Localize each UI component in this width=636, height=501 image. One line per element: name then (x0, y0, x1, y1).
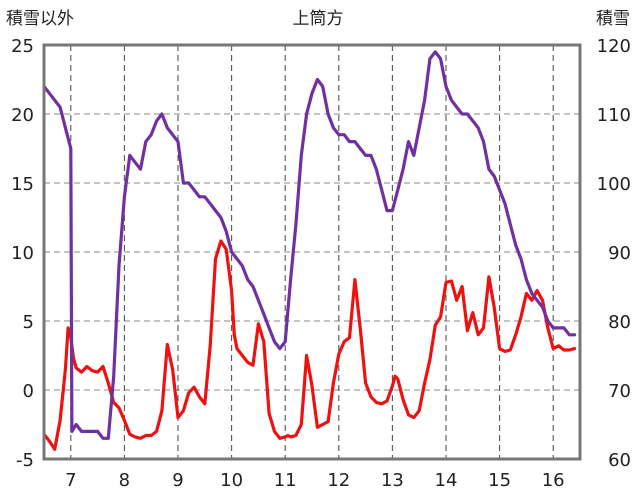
chart-title: 上筒方 (293, 9, 344, 29)
x-tick-label: 8 (119, 470, 130, 491)
right-tick-label: 80 (608, 312, 631, 333)
left-tick-label: -5 (16, 450, 34, 471)
left-tick-label: 25 (11, 36, 34, 57)
right-tick-label: 60 (608, 450, 631, 471)
right-tick-label: 70 (608, 381, 631, 402)
x-tick-label: 7 (65, 470, 76, 491)
x-tick-label: 13 (381, 470, 404, 491)
left-tick-label: 0 (23, 381, 34, 402)
series-line-left-axis (42, 239, 577, 451)
left-tick-label: 20 (11, 105, 34, 126)
right-tick-label: 90 (608, 243, 631, 264)
left-axis-label: 積雪以外 (6, 9, 74, 29)
plot-frame (42, 43, 582, 461)
x-tick-label: 10 (220, 470, 243, 491)
x-tick-label: 16 (542, 470, 565, 491)
right-tick-label: 100 (597, 174, 631, 195)
x-tick-label: 12 (327, 470, 350, 491)
left-tick-label: 15 (11, 174, 34, 195)
right-axis-label: 積雪 (596, 9, 630, 29)
x-tick-label: 14 (435, 470, 458, 491)
series-line-right-axis (42, 50, 577, 440)
tick-labels: -5 0 5 10 15 20 25 60 70 80 90 100 110 120 7 8 9 10 11 12 13… (11, 36, 631, 491)
left-tick-label: 5 (23, 312, 34, 333)
x-tick-label: 11 (274, 470, 297, 491)
series-lines (42, 50, 577, 451)
x-tick-label: 9 (172, 470, 183, 491)
x-tick-label: 15 (488, 470, 511, 491)
right-tick-label: 110 (597, 105, 631, 126)
right-tick-label: 120 (597, 36, 631, 57)
left-tick-label: 10 (11, 243, 34, 264)
